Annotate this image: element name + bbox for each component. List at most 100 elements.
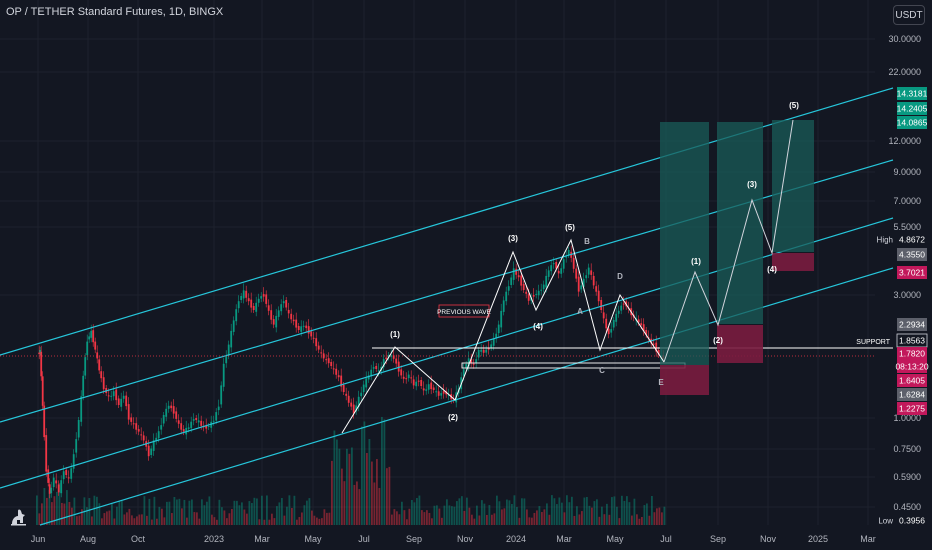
chart-title: OP / TETHER Standard Futures, 1D, BINGX: [6, 6, 224, 18]
volume-bar: [103, 513, 106, 525]
candle: [352, 404, 355, 414]
candle: [112, 391, 115, 397]
candle: [397, 361, 400, 372]
volume-bar: [403, 510, 406, 525]
volume-bar: [476, 505, 478, 525]
candle: [552, 263, 555, 265]
volume-bar: [331, 460, 333, 525]
volume-bar: [418, 495, 421, 525]
candle: [337, 375, 340, 378]
candle: [242, 290, 245, 299]
volume-bar: [543, 509, 546, 525]
volume-bar: [521, 498, 523, 525]
volume-bar: [378, 487, 381, 525]
candle: [207, 426, 210, 427]
x-tick-label: Mar: [254, 534, 270, 544]
candle: [127, 404, 130, 420]
volume-bar: [223, 510, 226, 525]
candle: [550, 265, 553, 272]
x-tick-label: May: [606, 534, 624, 544]
candle: [600, 300, 603, 310]
candle: [265, 294, 268, 304]
price-badge: [897, 514, 927, 527]
candle: [385, 357, 388, 360]
currency-button[interactable]: USDT: [893, 5, 925, 25]
candle: [200, 420, 203, 426]
candle: [182, 429, 185, 432]
volume-bar: [561, 502, 563, 525]
candle: [267, 305, 270, 311]
candle: [532, 295, 535, 297]
volume-bar: [411, 499, 413, 525]
volume-bar: [93, 495, 96, 525]
candle: [465, 364, 468, 368]
candle: [432, 387, 435, 390]
volume-bar: [58, 482, 61, 525]
volume-bar: [473, 518, 476, 525]
wave-label: (4): [533, 322, 543, 331]
volume-bar: [353, 484, 356, 525]
volume-bar: [213, 517, 216, 525]
volume-bar: [591, 507, 593, 525]
candle: [482, 349, 485, 353]
candle: [340, 375, 343, 387]
volume-bar: [423, 512, 426, 525]
volume-bar: [491, 514, 493, 525]
volume-bar: [186, 517, 188, 525]
volume-bar: [296, 519, 298, 525]
volume-bar: [251, 503, 253, 525]
y-tick-label: 7.0000: [893, 196, 921, 206]
volume-bar: [198, 518, 201, 525]
candle: [622, 303, 625, 305]
candle: [642, 324, 645, 332]
candle: [98, 359, 101, 371]
candle: [542, 284, 545, 290]
volume-bar: [276, 506, 278, 525]
candle: [467, 358, 470, 367]
candle: [557, 270, 560, 274]
candle: [96, 352, 99, 359]
candle: [420, 380, 423, 386]
candle: [470, 358, 473, 364]
candle: [332, 368, 335, 370]
candle: [325, 359, 328, 361]
candle: [347, 395, 350, 403]
candle: [170, 405, 173, 409]
candle: [165, 408, 168, 417]
candle: [190, 421, 193, 429]
volume-bar: [253, 497, 256, 525]
candle: [405, 378, 408, 380]
candle: [392, 355, 395, 359]
volume-bar: [336, 439, 338, 525]
volume-bar: [593, 501, 596, 525]
volume-bar: [471, 514, 473, 525]
candle: [86, 341, 89, 356]
volume-bar: [608, 514, 611, 525]
x-tick-label: Oct: [131, 534, 146, 544]
candle: [475, 359, 478, 363]
candle: [317, 345, 320, 350]
volume-bar: [551, 495, 553, 525]
candle: [115, 389, 118, 401]
volume-bar: [511, 504, 513, 525]
candle: [250, 299, 253, 308]
x-tick-label: Sep: [406, 534, 422, 544]
volume-bar: [258, 519, 261, 525]
candle: [205, 425, 208, 429]
volume-bar: [161, 508, 163, 525]
candle: [60, 480, 63, 494]
candle: [110, 395, 113, 397]
candle: [445, 391, 448, 395]
volume-bar: [193, 512, 196, 525]
volume-bar: [638, 518, 641, 525]
volume-bar: [501, 509, 503, 525]
x-tick-label: Nov: [760, 534, 777, 544]
volume-bar: [558, 497, 561, 525]
candle: [277, 310, 280, 317]
volume-bar: [516, 506, 518, 525]
candle: [195, 418, 198, 420]
volume-bar: [636, 514, 638, 525]
volume-bar: [36, 495, 38, 525]
candle: [360, 392, 363, 397]
